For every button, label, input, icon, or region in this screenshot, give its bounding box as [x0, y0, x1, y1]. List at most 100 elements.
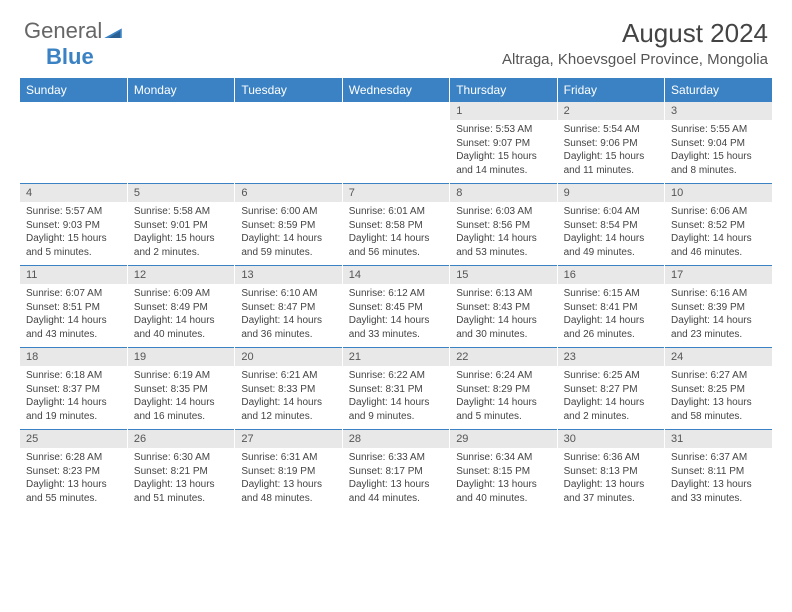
sunrise-text: Sunrise: 5:53 AM	[456, 123, 550, 137]
sunrise-text: Sunrise: 6:07 AM	[26, 287, 121, 301]
day-number: 23	[557, 348, 664, 367]
day-number: 10	[665, 184, 772, 203]
day-cell: Sunrise: 5:58 AMSunset: 9:01 PMDaylight:…	[127, 202, 234, 266]
day-cell: Sunrise: 6:25 AMSunset: 8:27 PMDaylight:…	[557, 366, 664, 430]
day-number: 22	[450, 348, 557, 367]
sunrise-text: Sunrise: 6:15 AM	[564, 287, 658, 301]
day-cell: Sunrise: 6:18 AMSunset: 8:37 PMDaylight:…	[20, 366, 127, 430]
day-cell: Sunrise: 6:03 AMSunset: 8:56 PMDaylight:…	[450, 202, 557, 266]
sunset-text: Sunset: 8:43 PM	[456, 301, 550, 315]
logo-text-general: General	[24, 18, 102, 43]
sunset-text: Sunset: 8:21 PM	[134, 465, 228, 479]
sunset-text: Sunset: 8:37 PM	[26, 383, 121, 397]
month-title: August 2024	[502, 18, 768, 49]
sunrise-text: Sunrise: 5:54 AM	[564, 123, 658, 137]
title-block: August 2024 Altraga, Khoevsgoel Province…	[502, 18, 768, 72]
week-0-content-row: Sunrise: 5:53 AMSunset: 9:07 PMDaylight:…	[20, 120, 772, 184]
sunrise-text: Sunrise: 6:24 AM	[456, 369, 550, 383]
week-0-daynum-row: 123	[20, 102, 772, 120]
sunset-text: Sunset: 8:15 PM	[456, 465, 550, 479]
sunset-text: Sunset: 8:47 PM	[241, 301, 335, 315]
day-number: 8	[450, 184, 557, 203]
sunset-text: Sunset: 8:49 PM	[134, 301, 228, 315]
day-number: 27	[235, 430, 342, 449]
day-number: 14	[342, 266, 449, 285]
day-number: 6	[235, 184, 342, 203]
daylight-text: Daylight: 14 hours and 46 minutes.	[671, 232, 766, 259]
sunrise-text: Sunrise: 6:03 AM	[456, 205, 550, 219]
daylight-text: Daylight: 14 hours and 30 minutes.	[456, 314, 550, 341]
daylight-text: Daylight: 15 hours and 14 minutes.	[456, 150, 550, 177]
week-2-content-row: Sunrise: 6:07 AMSunset: 8:51 PMDaylight:…	[20, 284, 772, 348]
daylight-text: Daylight: 14 hours and 5 minutes.	[456, 396, 550, 423]
sunrise-text: Sunrise: 6:01 AM	[349, 205, 443, 219]
day-number: 25	[20, 430, 127, 449]
daylight-text: Daylight: 14 hours and 36 minutes.	[241, 314, 335, 341]
day-number: 24	[665, 348, 772, 367]
day-number: 2	[557, 102, 664, 120]
sunset-text: Sunset: 8:23 PM	[26, 465, 121, 479]
sunset-text: Sunset: 8:54 PM	[564, 219, 658, 233]
sunrise-text: Sunrise: 6:10 AM	[241, 287, 335, 301]
daylight-text: Daylight: 14 hours and 9 minutes.	[349, 396, 443, 423]
calendar-table: SundayMondayTuesdayWednesdayThursdayFrid…	[20, 78, 772, 511]
sunrise-text: Sunrise: 6:37 AM	[671, 451, 766, 465]
sunset-text: Sunset: 8:13 PM	[564, 465, 658, 479]
sunrise-text: Sunrise: 6:04 AM	[564, 205, 658, 219]
day-cell: Sunrise: 6:19 AMSunset: 8:35 PMDaylight:…	[127, 366, 234, 430]
sunrise-text: Sunrise: 6:13 AM	[456, 287, 550, 301]
day-number: 9	[557, 184, 664, 203]
sunset-text: Sunset: 9:01 PM	[134, 219, 228, 233]
day-cell: Sunrise: 6:16 AMSunset: 8:39 PMDaylight:…	[665, 284, 772, 348]
sunrise-text: Sunrise: 6:21 AM	[241, 369, 335, 383]
day-number	[342, 102, 449, 120]
location: Altraga, Khoevsgoel Province, Mongolia	[502, 51, 768, 68]
daylight-text: Daylight: 15 hours and 5 minutes.	[26, 232, 121, 259]
day-cell: Sunrise: 5:57 AMSunset: 9:03 PMDaylight:…	[20, 202, 127, 266]
sunrise-text: Sunrise: 6:00 AM	[241, 205, 335, 219]
logo: GeneralBlue	[24, 18, 122, 70]
day-header-wednesday: Wednesday	[342, 78, 449, 102]
daylight-text: Daylight: 15 hours and 2 minutes.	[134, 232, 228, 259]
sunset-text: Sunset: 8:56 PM	[456, 219, 550, 233]
sunset-text: Sunset: 8:59 PM	[241, 219, 335, 233]
day-cell: Sunrise: 6:22 AMSunset: 8:31 PMDaylight:…	[342, 366, 449, 430]
week-1-content-row: Sunrise: 5:57 AMSunset: 9:03 PMDaylight:…	[20, 202, 772, 266]
sunset-text: Sunset: 9:06 PM	[564, 137, 658, 151]
day-cell: Sunrise: 6:04 AMSunset: 8:54 PMDaylight:…	[557, 202, 664, 266]
day-header-sunday: Sunday	[20, 78, 127, 102]
day-cell: Sunrise: 6:07 AMSunset: 8:51 PMDaylight:…	[20, 284, 127, 348]
day-number: 19	[127, 348, 234, 367]
sunset-text: Sunset: 8:39 PM	[671, 301, 766, 315]
daylight-text: Daylight: 14 hours and 23 minutes.	[671, 314, 766, 341]
week-3-content-row: Sunrise: 6:18 AMSunset: 8:37 PMDaylight:…	[20, 366, 772, 430]
sunset-text: Sunset: 8:25 PM	[671, 383, 766, 397]
daylight-text: Daylight: 14 hours and 33 minutes.	[349, 314, 443, 341]
header: GeneralBlue August 2024 Altraga, Khoevsg…	[0, 0, 792, 78]
week-3-daynum-row: 18192021222324	[20, 348, 772, 367]
week-1-daynum-row: 45678910	[20, 184, 772, 203]
daylight-text: Daylight: 15 hours and 11 minutes.	[564, 150, 658, 177]
daylight-text: Daylight: 14 hours and 40 minutes.	[134, 314, 228, 341]
day-number: 1	[450, 102, 557, 120]
day-cell: Sunrise: 6:06 AMSunset: 8:52 PMDaylight:…	[665, 202, 772, 266]
day-cell	[127, 120, 234, 184]
daylight-text: Daylight: 14 hours and 59 minutes.	[241, 232, 335, 259]
daylight-text: Daylight: 13 hours and 44 minutes.	[349, 478, 443, 505]
day-number: 29	[450, 430, 557, 449]
day-cell: Sunrise: 6:24 AMSunset: 8:29 PMDaylight:…	[450, 366, 557, 430]
daylight-text: Daylight: 13 hours and 55 minutes.	[26, 478, 121, 505]
day-cell: Sunrise: 6:30 AMSunset: 8:21 PMDaylight:…	[127, 448, 234, 511]
day-number: 4	[20, 184, 127, 203]
day-number: 15	[450, 266, 557, 285]
sunset-text: Sunset: 8:17 PM	[349, 465, 443, 479]
day-number: 7	[342, 184, 449, 203]
sunrise-text: Sunrise: 6:16 AM	[671, 287, 766, 301]
day-cell: Sunrise: 6:27 AMSunset: 8:25 PMDaylight:…	[665, 366, 772, 430]
sunrise-text: Sunrise: 6:09 AM	[134, 287, 228, 301]
sunset-text: Sunset: 8:29 PM	[456, 383, 550, 397]
daylight-text: Daylight: 14 hours and 2 minutes.	[564, 396, 658, 423]
day-number	[20, 102, 127, 120]
day-number: 11	[20, 266, 127, 285]
week-4-daynum-row: 25262728293031	[20, 430, 772, 449]
